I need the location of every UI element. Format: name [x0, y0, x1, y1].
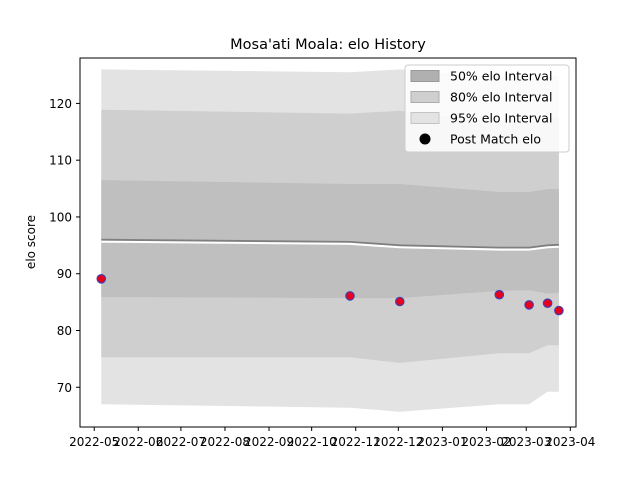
y-axis: 70 80 90 100 110 120	[49, 97, 80, 395]
y-tick-label: 80	[57, 324, 72, 338]
mean-line-path	[101, 238, 559, 249]
y-tick-label: 120	[49, 97, 72, 111]
legend-swatch	[410, 112, 440, 124]
legend-label: 80% elo Interval	[450, 90, 552, 105]
x-tick-label: 2022-05	[69, 435, 119, 449]
x-tick-label: 2022-07	[156, 435, 206, 449]
y-tick-label: 70	[57, 381, 72, 395]
plot-frame	[79, 57, 577, 428]
x-tick-label: 2022-08	[200, 435, 250, 449]
x-tick-label: 2022-06	[113, 435, 163, 449]
chart-title: Mosa'ati Moala: elo History	[230, 37, 426, 53]
post-match-point	[345, 291, 355, 301]
y-tick-label: 90	[57, 267, 72, 281]
legend-box	[404, 64, 570, 153]
x-tick-label: 2023-02	[461, 435, 511, 449]
post-match-point	[524, 300, 534, 310]
x-tick-label: 2023-01	[417, 435, 467, 449]
post-match-point	[96, 273, 107, 284]
legend-label: Post Match elo	[450, 132, 541, 147]
interval-bands	[101, 69, 559, 412]
x-tick-label: 2023-04	[545, 435, 595, 449]
x-tick-label: 2022-10	[287, 435, 337, 449]
mean-line	[101, 238, 559, 251]
y-tick-label: 100	[49, 210, 72, 224]
post-match-point	[394, 296, 405, 307]
post-match-point	[494, 289, 505, 300]
post-match-point	[554, 305, 564, 316]
post-match-point	[542, 298, 553, 308]
legend-swatch	[410, 91, 440, 103]
band-50	[101, 180, 559, 299]
y-axis-label: elo score	[24, 215, 38, 269]
x-axis: 2022-052022-062022-072022-082022-092022-…	[69, 427, 595, 449]
y-tick-label: 110	[49, 154, 72, 168]
x-tick-label: 2023-03	[501, 435, 551, 449]
legend-label: 95% elo Interval	[450, 111, 552, 126]
legend-swatch	[410, 70, 440, 82]
post-match-points	[96, 273, 564, 316]
legend-label: 50% elo Interval	[450, 69, 552, 84]
x-tick-label: 2022-09	[244, 435, 294, 449]
x-tick-label: 2022-11	[331, 435, 381, 449]
x-tick-label: 2022-12	[373, 435, 423, 449]
legend-marker	[419, 133, 431, 145]
legend: 50% elo Interval 80% elo Interval 95% elo …	[404, 64, 570, 153]
mean-line-highlight	[101, 239, 559, 251]
